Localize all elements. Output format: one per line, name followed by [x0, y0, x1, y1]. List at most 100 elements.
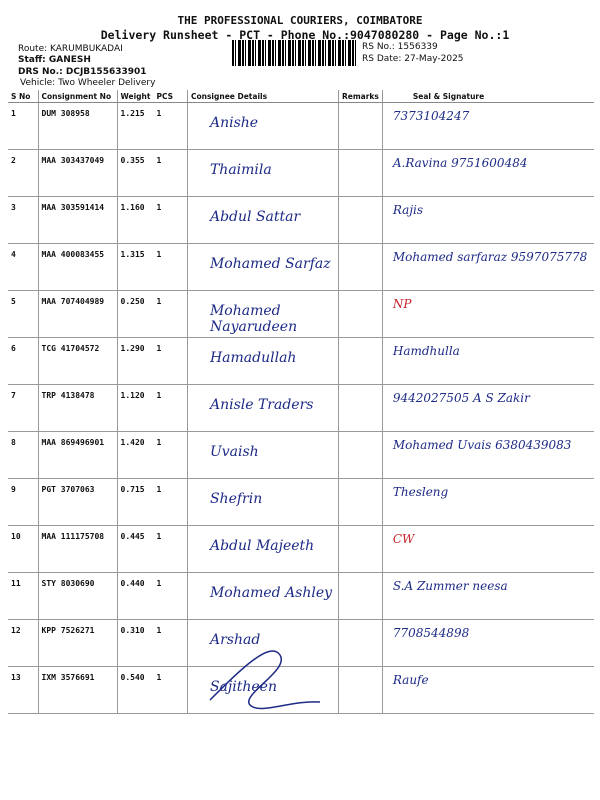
consignment-cell: STY 8030690	[37, 572, 117, 620]
signature-cell: 7373104247	[381, 102, 595, 150]
signature-cell: Raufe	[381, 666, 595, 714]
remarks-cell	[337, 478, 383, 526]
col-pcs: PCS	[153, 90, 188, 103]
table-row: 3 MAA 303591414 1.160 1 Abdul Sattar Rajis	[8, 196, 595, 244]
sno-cell: 4	[8, 243, 38, 291]
pcs-cell: 1	[153, 572, 188, 620]
pcs-cell: 1	[153, 337, 188, 385]
weight-cell: 0.355	[116, 149, 154, 197]
weight-cell: 1.160	[116, 196, 154, 244]
sno-cell: 13	[8, 666, 38, 714]
table-row: 8 MAA 869496901 1.420 1 Uvaish Mohamed Uvais …	[8, 431, 595, 479]
consignment-cell: TCG 41704572	[37, 337, 117, 385]
pcs-cell: 1	[153, 431, 188, 479]
pcs-cell: 1	[153, 619, 188, 667]
table-row: 2 MAA 303437049 0.355 1 Thaimila A.Ravina 975…	[8, 149, 595, 197]
weight-cell: 1.420	[116, 431, 154, 479]
pcs-cell: 1	[153, 525, 188, 573]
signature-cell: CW	[381, 525, 595, 573]
consignee-cell: Mohamed Sarfaz	[186, 243, 339, 291]
signature-cell: NP	[381, 290, 595, 338]
table-row: 6 TCG 41704572 1.290 1 Hamadullah Hamdhulla	[8, 337, 595, 385]
weight-cell: 0.540	[116, 666, 154, 714]
remarks-cell	[337, 243, 383, 291]
consignment-cell: MAA 303437049	[37, 149, 117, 197]
consignee-cell: Arshad	[186, 619, 339, 667]
consignment-cell: IXM 3576691	[37, 666, 117, 714]
sno-cell: 7	[8, 384, 38, 432]
sno-cell: 2	[8, 149, 38, 197]
remarks-cell	[337, 666, 383, 714]
consignment-cell: MAA 869496901	[37, 431, 117, 479]
vehicle: Vehicle: Two Wheeler Delivery	[20, 78, 156, 88]
signature-cell: S.A Zummer neesa	[381, 572, 595, 620]
col-signature: Seal & Signature	[381, 90, 595, 103]
table-row: 11 STY 8030690 0.440 1 Mohamed Ashley S.A Zum…	[8, 572, 595, 620]
table-row: 9 PGT 3707063 0.715 1 Shefrin Thesleng	[8, 478, 595, 526]
sno-cell: 11	[8, 572, 38, 620]
signature-cell: 9442027505 A S Zakir	[381, 384, 595, 432]
consignee-cell: Hamadullah	[186, 337, 339, 385]
table-row: 13 IXM 3576691 0.540 1 Sajitheen Raufe	[8, 666, 595, 714]
pcs-cell: 1	[153, 149, 188, 197]
table-row: 12 KPP 7526271 0.310 1 Arshad 7708544898	[8, 619, 595, 667]
barcode	[232, 40, 356, 66]
table-row: 7 TRP 4138478 1.120 1 Anisle Traders 94420275…	[8, 384, 595, 432]
weight-cell: 0.445	[116, 525, 154, 573]
pcs-cell: 1	[153, 384, 188, 432]
remarks-cell	[337, 572, 383, 620]
consignment-cell: KPP 7526271	[37, 619, 117, 667]
sno-cell: 12	[8, 619, 38, 667]
consignment-cell: MAA 707404989	[37, 290, 117, 338]
pcs-cell: 1	[153, 196, 188, 244]
weight-cell: 1.290	[116, 337, 154, 385]
consignee-cell: Abdul Majeeth	[186, 525, 339, 573]
consignee-cell: Uvaish	[186, 431, 339, 479]
runsheet-table: S No Consignment No Weight PCS Consignee…	[8, 90, 595, 714]
remarks-cell	[337, 196, 383, 244]
consignee-cell: Mohamed Ashley	[186, 572, 339, 620]
sno-cell: 3	[8, 196, 38, 244]
remarks-cell	[337, 619, 383, 667]
sno-cell: 8	[8, 431, 38, 479]
rs-number: RS No.: 1556339	[362, 42, 438, 52]
staff: Staff: GANESH	[18, 55, 91, 65]
pcs-cell: 1	[153, 290, 188, 338]
consignment-cell: TRP 4138478	[37, 384, 117, 432]
signature-cell: 7708544898	[381, 619, 595, 667]
sno-cell: 1	[8, 102, 38, 150]
consignment-cell: MAA 111175708	[37, 525, 117, 573]
pcs-cell: 1	[153, 478, 188, 526]
weight-cell: 0.310	[116, 619, 154, 667]
consignment-cell: MAA 400083455	[37, 243, 117, 291]
company-title: THE PROFESSIONAL COURIERS, COIMBATORE	[177, 14, 423, 27]
remarks-cell	[337, 384, 383, 432]
drs-number: DRS No.: DCJB155633901	[18, 67, 147, 77]
table-row: 5 MAA 707404989 0.250 1 Mohamed Nayarudeen NP	[8, 290, 595, 338]
remarks-cell	[337, 525, 383, 573]
consignee-cell: Anishe	[186, 102, 339, 150]
consignee-cell: Shefrin	[186, 478, 339, 526]
signature-cell: A.Ravina 9751600484	[381, 149, 595, 197]
consignment-cell: DUM 308958	[37, 102, 117, 150]
signature-cell: Hamdhulla	[381, 337, 595, 385]
weight-cell: 0.250	[116, 290, 154, 338]
col-sno: S No	[8, 90, 38, 103]
signature-cell: Mohamed Uvais 6380439083	[381, 431, 595, 479]
consignee-cell: Sajitheen	[186, 666, 339, 714]
remarks-cell	[337, 149, 383, 197]
remarks-cell	[337, 102, 383, 150]
staff-signature	[209, 650, 321, 710]
remarks-cell	[337, 431, 383, 479]
pcs-cell: 1	[153, 102, 188, 150]
consignee-cell: Thaimila	[186, 149, 339, 197]
consignment-cell: PGT 3707063	[37, 478, 117, 526]
signature-cell: Thesleng	[381, 478, 595, 526]
rs-date: RS Date: 27-May-2025	[362, 54, 464, 64]
weight-cell: 0.440	[116, 572, 154, 620]
consignee-cell: Mohamed Nayarudeen	[186, 290, 339, 338]
table-row: 4 MAA 400083455 1.315 1 Mohamed Sarfaz Mohame…	[8, 243, 595, 291]
remarks-cell	[337, 337, 383, 385]
sno-cell: 5	[8, 290, 38, 338]
col-remarks: Remarks	[337, 90, 383, 103]
